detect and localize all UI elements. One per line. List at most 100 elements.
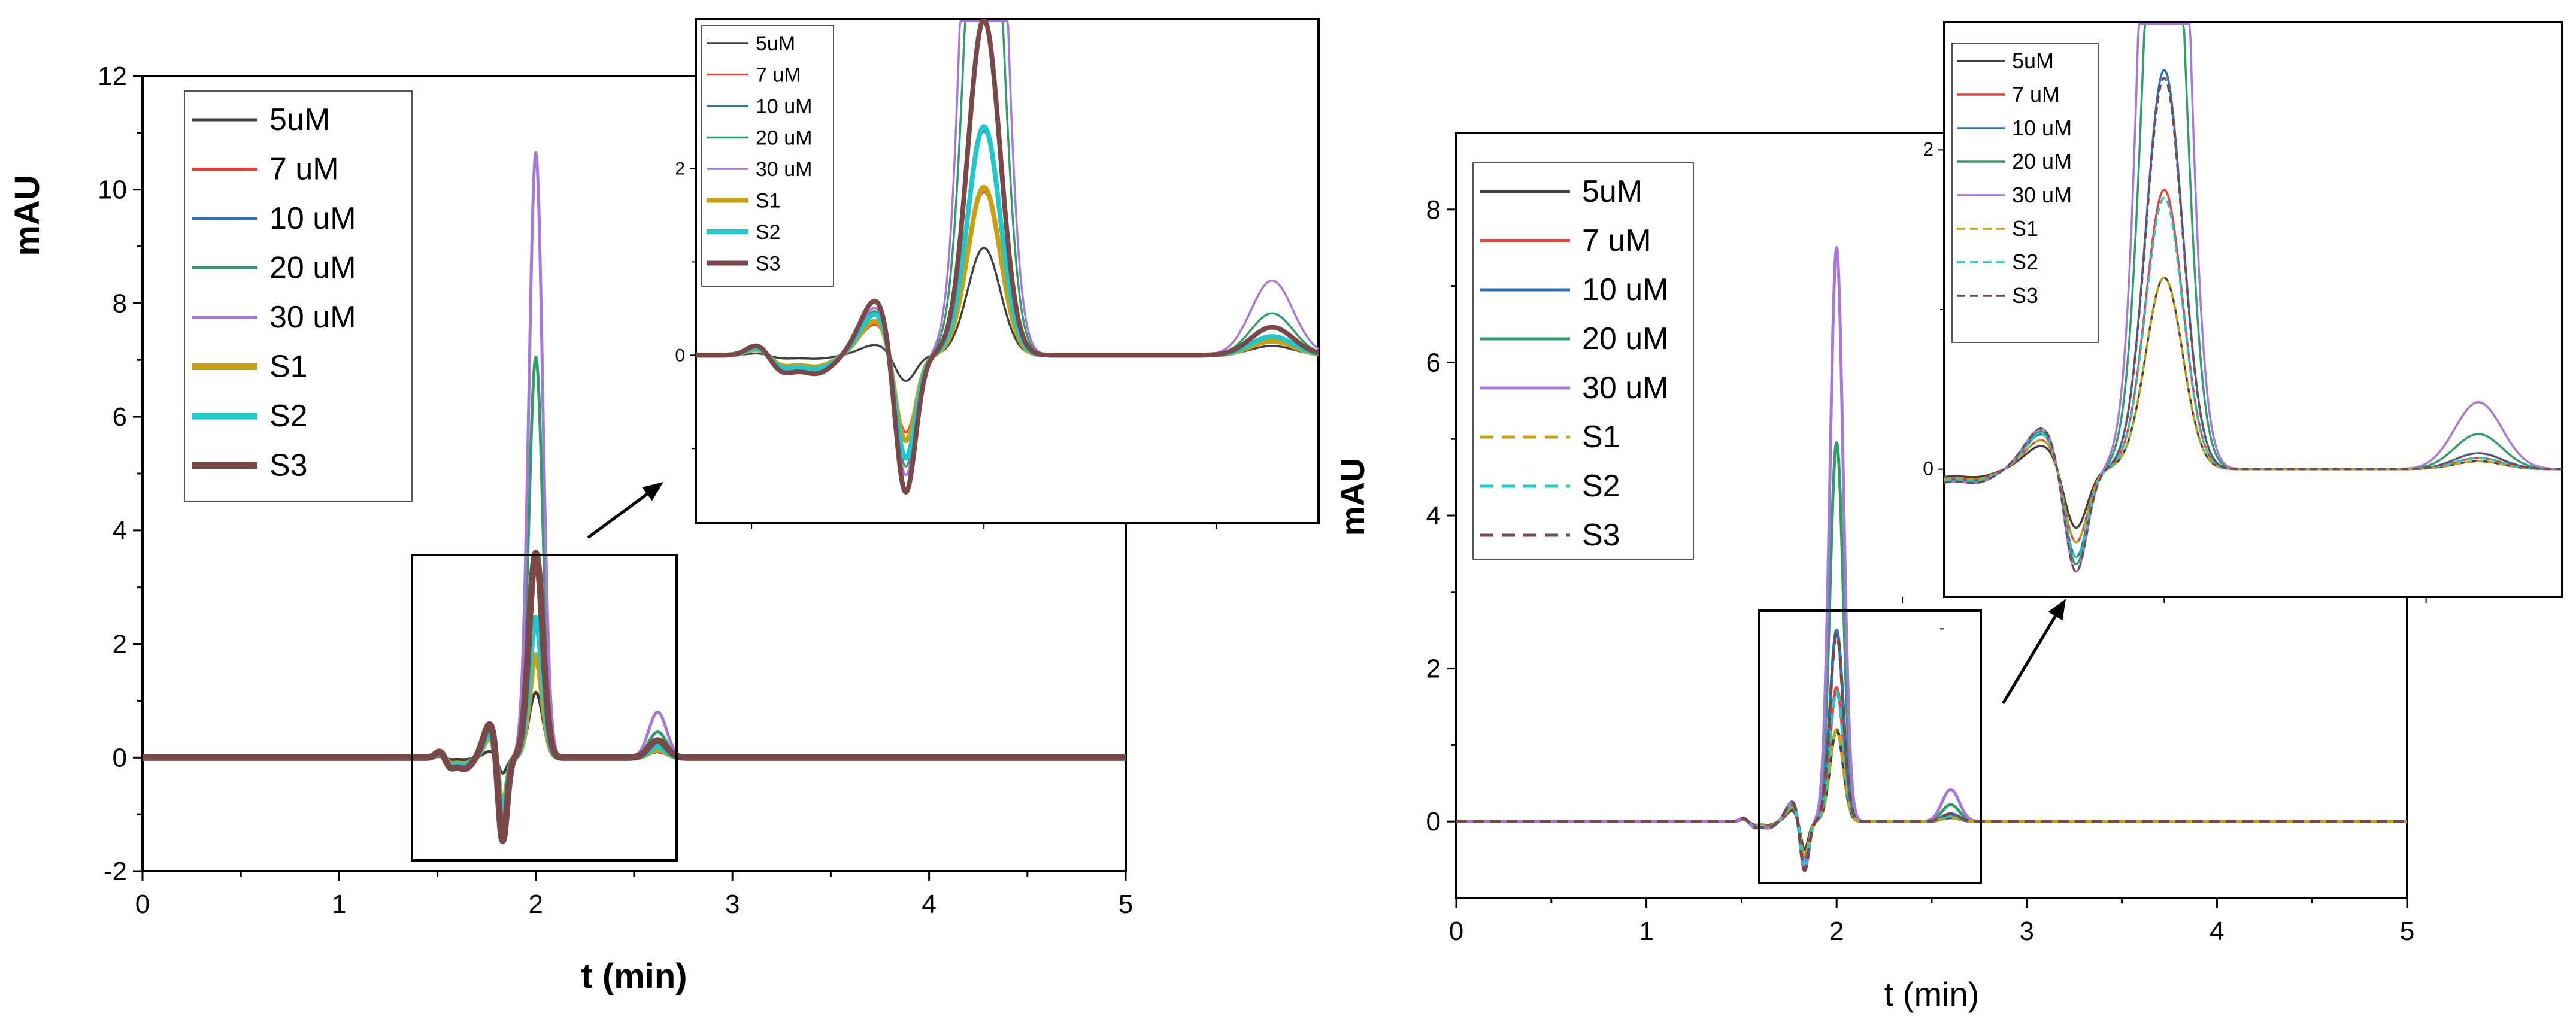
- inset-legend-label: 30 uM: [756, 158, 813, 181]
- legend-box: [1472, 162, 1694, 560]
- legend-label: 20 uM: [269, 251, 356, 286]
- inset-series-lines: [694, 19, 1320, 495]
- legend: 5uM 7 uM 10 uM 20 uM 30 uM S1 S2 S3: [1472, 162, 1694, 560]
- inset-legend-label: 7 uM: [756, 64, 801, 87]
- x-axis-title: t (min): [581, 957, 687, 996]
- y-tick-label: 8: [1426, 195, 1441, 225]
- data-series-lines: [1455, 246, 2408, 872]
- y-tick-label: 12: [98, 62, 127, 91]
- legend-label: 10 uM: [1582, 272, 1669, 307]
- inset-legend: 5uM 7 uM 10 uM 20 uM 30 uM S1 S2 S3: [701, 25, 834, 287]
- y-axis-ticks: 0 2 4 6 8: [1426, 195, 1456, 836]
- inset-x-ticks: [751, 523, 1217, 529]
- legend-label: S1: [1582, 420, 1620, 454]
- legend-label: S2: [269, 399, 308, 433]
- inset-series-line-s3: [694, 19, 1320, 495]
- x-tick-label: 1: [332, 890, 346, 919]
- x-tick-label: 2: [1829, 917, 1844, 946]
- inset-legend-label: S3: [756, 253, 781, 275]
- x-tick-label: 1: [1639, 917, 1653, 946]
- inset-y-tick-label: 2: [675, 159, 685, 178]
- x-tick-label: 5: [2400, 917, 2414, 946]
- legend: 5uM 7 uM 10 uM 20 uM 30 uM S1 S2 S3: [184, 90, 413, 502]
- inset-y-ticks: 02: [675, 159, 696, 450]
- legend-label: S2: [1582, 469, 1620, 504]
- x-tick-label: 3: [725, 890, 740, 919]
- legend-label: 30 uM: [1582, 371, 1669, 405]
- legend-label: S3: [269, 448, 308, 483]
- y-tick-label: 6: [113, 402, 127, 432]
- inset-legend: 5uM 7 uM 10 uM 20 uM 30 uM S1 S2 S3: [1951, 43, 2099, 343]
- y-tick-label: 0: [113, 743, 127, 772]
- inset-legend-label: 20 uM: [756, 127, 813, 150]
- legend-label: S1: [269, 350, 308, 384]
- inset-y-ticks: 02: [1923, 138, 1944, 630]
- y-tick-label: 6: [1426, 348, 1441, 377]
- inset-y-tick-label: 2: [1923, 138, 1933, 160]
- zoom-arrow-line: [2001, 615, 2057, 705]
- x-axis-title: t (min): [1884, 975, 1980, 1013]
- inset-legend-label: 10 uM: [756, 95, 813, 118]
- legend-label: 20 uM: [1582, 322, 1669, 356]
- legend-label: 5uM: [1582, 174, 1642, 209]
- x-tick-label: 3: [2020, 917, 2034, 946]
- legend-box: [184, 90, 413, 502]
- y-tick-label: 10: [98, 175, 127, 205]
- inset-legend-label: 20 uM: [2012, 149, 2072, 174]
- x-tick-label: 4: [2210, 917, 2224, 946]
- legend-label: 7 uM: [1582, 223, 1651, 258]
- inset-legend-label: 5uM: [2012, 48, 2054, 73]
- zoom-region-box: [1758, 609, 1982, 884]
- y-tick-label: 2: [113, 630, 127, 659]
- legend-label: 7 uM: [269, 152, 339, 187]
- inset-legend-label: 10 uM: [2012, 116, 2072, 140]
- y-tick-label: 8: [113, 289, 127, 318]
- inset-legend-box: [1951, 43, 2099, 343]
- inset-legend-label: S1: [2012, 216, 2038, 241]
- zoom-arrow-head: [2048, 599, 2066, 621]
- legend-label: 5uM: [269, 102, 330, 137]
- inset-legend-label: S2: [2012, 250, 2038, 274]
- x-tick-label: 2: [529, 890, 543, 919]
- y-axis-title: mAU: [1334, 458, 1371, 536]
- zoom-region-box: [411, 554, 678, 862]
- data-series-lines: [140, 151, 1129, 844]
- x-tick-label: 4: [922, 890, 936, 919]
- y-tick-label: -2: [104, 857, 127, 886]
- y-tick-label: 4: [113, 516, 127, 545]
- inset-legend-label: S2: [756, 221, 781, 244]
- legend-label: S3: [1582, 518, 1620, 553]
- inset-legend-label: 7 uM: [2012, 82, 2060, 107]
- x-axis-ticks: 0 1 2 3 4 5: [135, 871, 1133, 919]
- legend-label: 10 uM: [269, 201, 356, 236]
- x-tick-label: 5: [1119, 890, 1133, 919]
- inset-legend-label: 5uM: [756, 32, 795, 55]
- inset-y-tick-label: 0: [675, 345, 685, 365]
- inset-legend-label: S1: [756, 190, 781, 213]
- inset-x-ticks: [1902, 597, 2427, 603]
- inset-legend-box: [701, 25, 834, 287]
- y-tick-label: 0: [1426, 807, 1441, 836]
- y-axis-ticks: -2 0 2 4 6 8 10 12: [98, 62, 143, 886]
- y-axis-title: mAU: [8, 175, 47, 256]
- inset-series-lines: [1944, 23, 2563, 573]
- legend-label: 30 uM: [269, 300, 356, 335]
- x-tick-label: 0: [1449, 917, 1463, 946]
- y-tick-label: 4: [1426, 501, 1441, 530]
- inset-legend-label: S3: [2012, 283, 2038, 308]
- inset-y-tick-label: 0: [1923, 458, 1933, 480]
- series-line-s3: [1455, 632, 2408, 872]
- y-tick-label: 2: [1426, 654, 1441, 684]
- series-line-s3: [140, 550, 1129, 844]
- inset-legend-label: 30 uM: [2012, 183, 2072, 207]
- x-axis-ticks: 0 1 2 3 4 5: [1449, 898, 2414, 946]
- zoom-arrow-line: [587, 493, 648, 539]
- inset-series-line-s3: [1944, 77, 2563, 573]
- x-tick-label: 0: [135, 890, 150, 919]
- zoom-arrow-head: [642, 482, 663, 501]
